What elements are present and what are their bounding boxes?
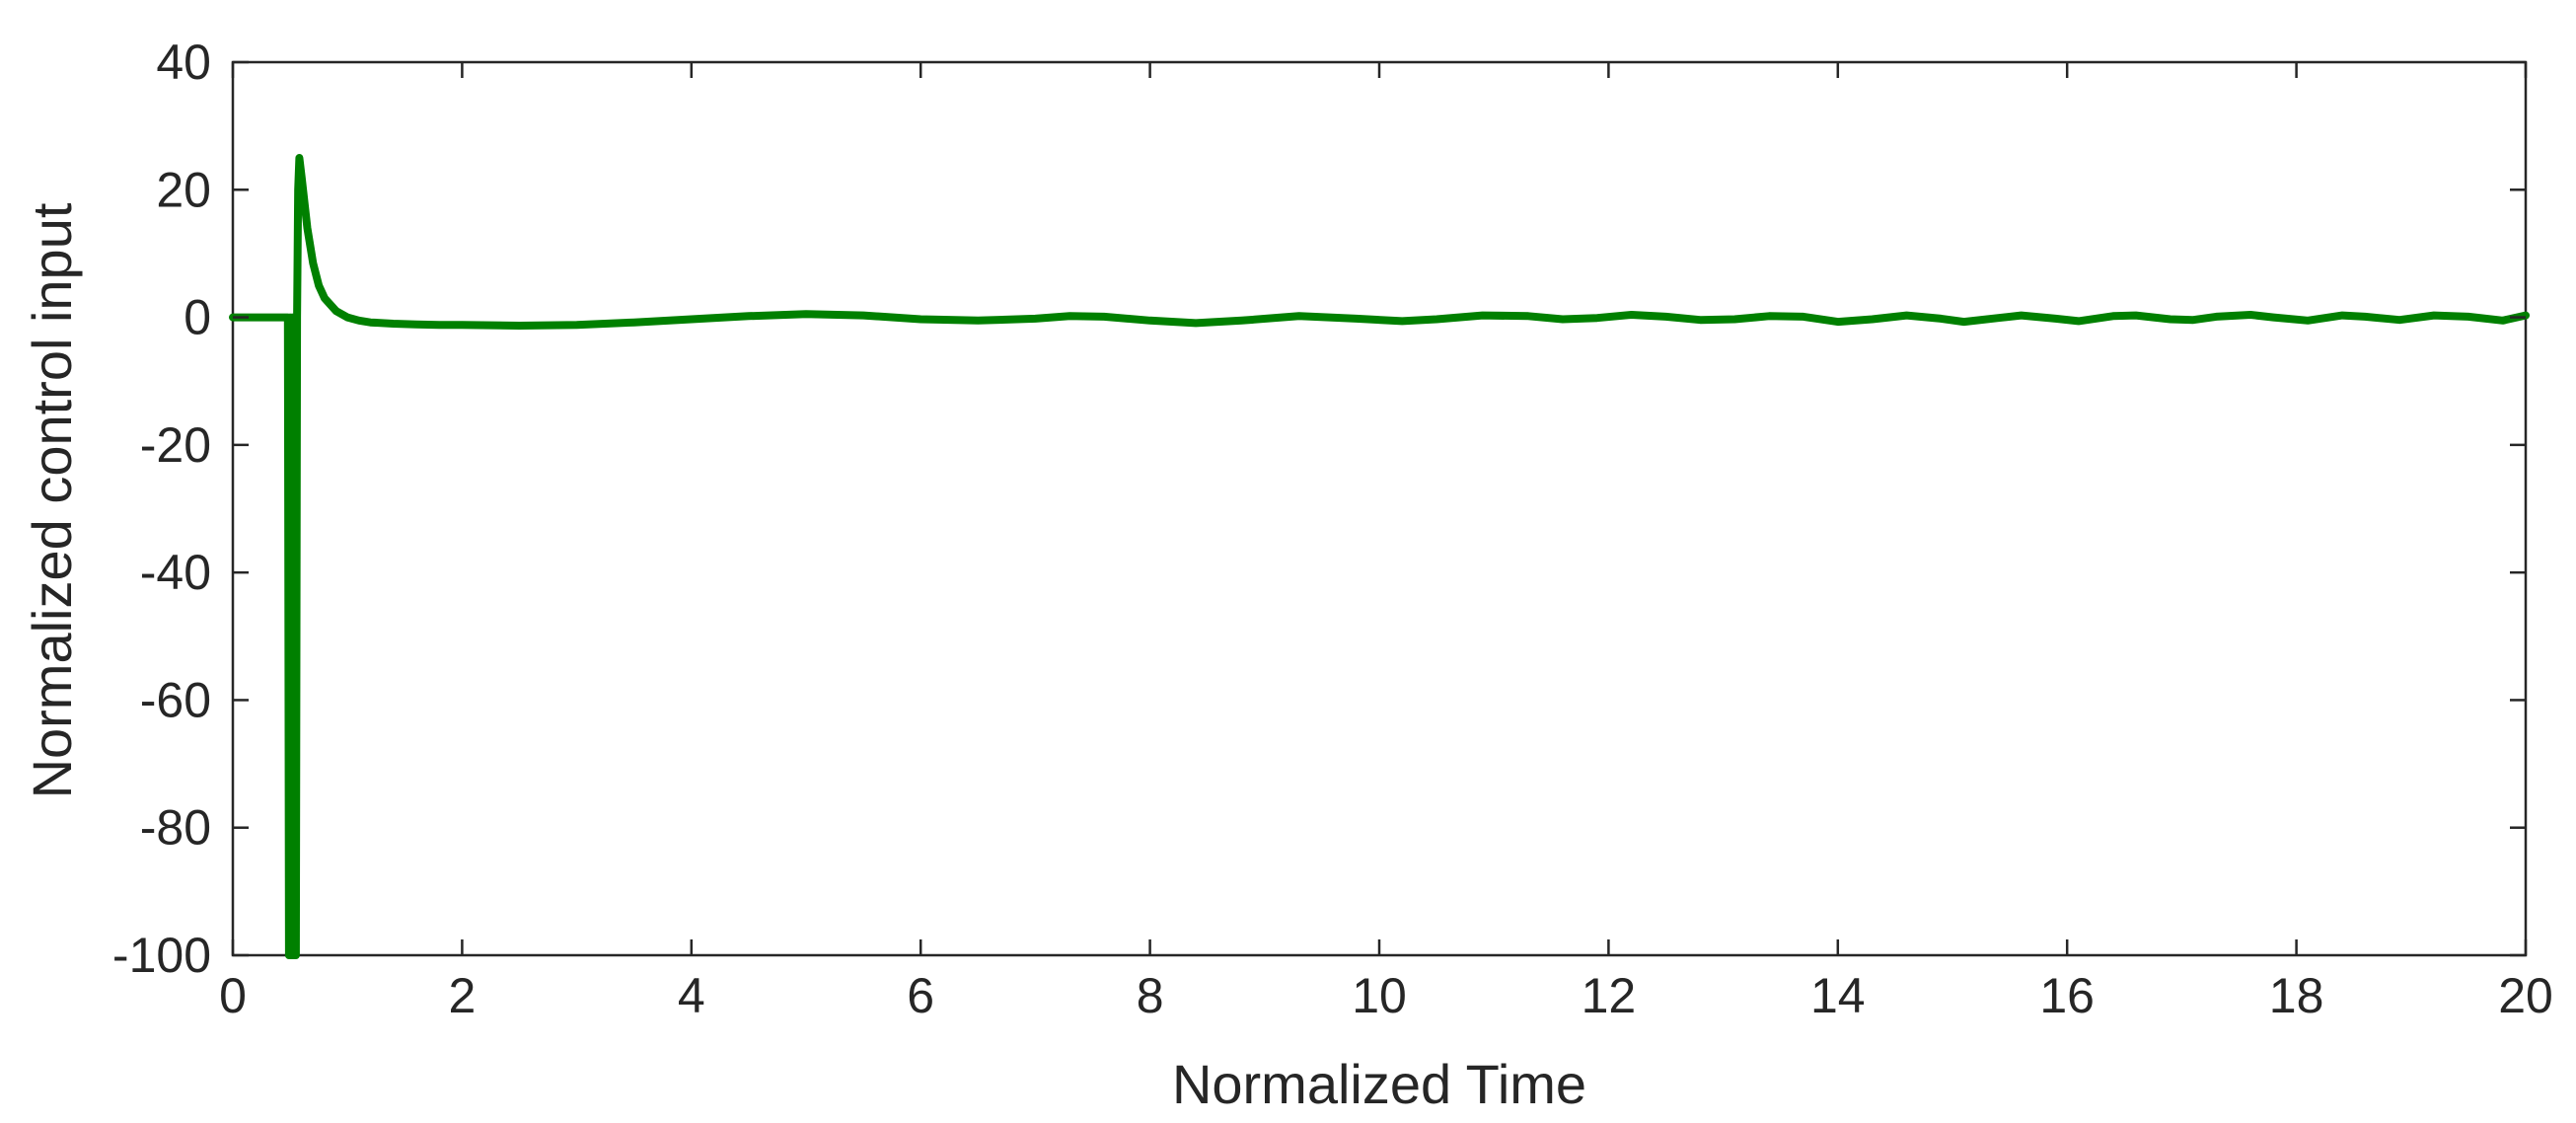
x-tick-label: 4 (678, 968, 705, 1023)
x-axis: 0 2 4 6 8 10 12 14 16 18 20 (219, 62, 2553, 1023)
x-tick-label: 14 (1810, 968, 1866, 1023)
x-tick-label: 8 (1137, 968, 1164, 1023)
y-tick-label: -100 (112, 928, 211, 983)
y-tick-label: 0 (184, 290, 211, 345)
y-tick-label: -80 (140, 800, 211, 856)
plot-frame (231, 60, 2528, 957)
y-tick-label: 20 (156, 162, 211, 217)
series-line-1 (229, 154, 2530, 959)
x-tick-label: 6 (907, 968, 934, 1023)
x-tick-label: 20 (2498, 968, 2553, 1023)
y-tick-label: -60 (140, 672, 211, 727)
x-tick-label: 18 (2269, 968, 2324, 1023)
y-tick-label: -20 (140, 417, 211, 473)
series-group (229, 154, 2530, 959)
x-tick-label: 12 (1582, 968, 1637, 1023)
x-tick-label: 0 (219, 968, 247, 1023)
y-axis: -100 -80 -60 -40 -20 0 20 40 (112, 35, 2526, 983)
y-tick-label: -40 (140, 545, 211, 600)
x-tick-label: 16 (2039, 968, 2095, 1023)
x-tick-label: 2 (448, 968, 476, 1023)
y-axis-label: Normalized control input (21, 202, 83, 798)
plot-area (231, 60, 2528, 957)
x-tick-label: 10 (1352, 968, 1407, 1023)
y-tick-label: 40 (156, 35, 211, 90)
x-axis-label: Normalized Time (1172, 1053, 1586, 1115)
